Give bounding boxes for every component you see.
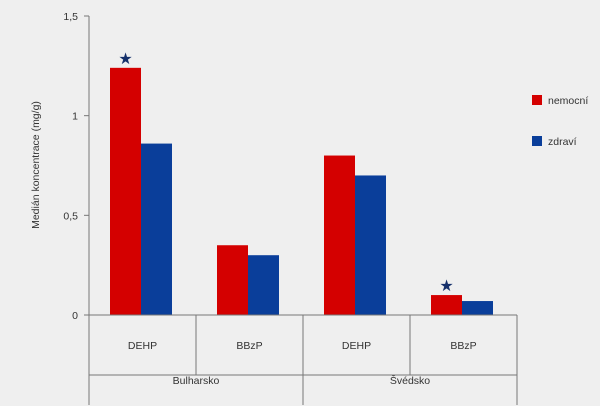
legend-swatch: [532, 95, 542, 105]
bar-nemocní-DEHP-Švédsko: [324, 155, 355, 315]
y-axis-label: Medián koncentrace (mg/g): [30, 101, 42, 229]
legend-label: zdraví: [548, 136, 577, 148]
bar-zdraví-DEHP-Bulharsko: [141, 143, 172, 315]
x-category-label: DEHP: [342, 340, 371, 352]
y-axis-ticks: 0 0,5 1 1,5: [63, 11, 89, 322]
x-group-label: Bulharsko: [173, 375, 220, 387]
legend-label: nemocní: [548, 95, 588, 107]
y-tick-label: 0: [72, 310, 78, 322]
x-category-label: BBzP: [236, 340, 262, 352]
bar-zdraví-DEHP-Švédsko: [355, 175, 386, 315]
significance-star: ★: [439, 276, 453, 295]
y-tick-label: 1: [72, 111, 78, 123]
legend: nemocní zdraví: [532, 95, 588, 148]
y-tick-label: 0,5: [63, 210, 78, 222]
x-axis: DEHP BBzP DEHP BBzP Bulharsko Švédsko: [88, 314, 518, 405]
bar-nemocní-BBzP-Švédsko: [431, 295, 462, 315]
x-group-label: Švédsko: [390, 374, 430, 387]
bar-nemocní-DEHP-Bulharsko: [110, 67, 141, 316]
bars: [110, 67, 493, 316]
bar-zdraví-BBzP-Bulharsko: [248, 255, 279, 315]
y-tick-label: 1,5: [63, 11, 78, 23]
x-category-label: BBzP: [450, 340, 476, 352]
x-category-label: DEHP: [128, 340, 157, 352]
legend-swatch: [532, 136, 542, 146]
bar-zdraví-BBzP-Švédsko: [462, 301, 493, 315]
significance-star: ★: [118, 49, 132, 68]
bar-nemocní-BBzP-Bulharsko: [217, 245, 248, 315]
significance-stars: ★★: [118, 49, 453, 295]
